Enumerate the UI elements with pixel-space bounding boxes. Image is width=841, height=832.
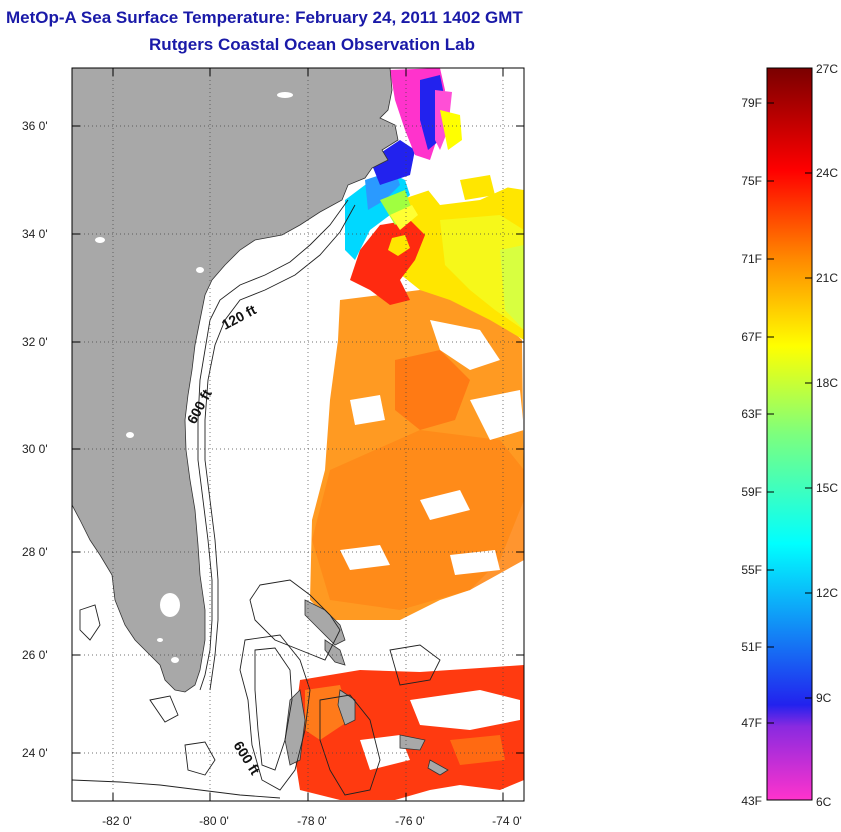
cb-label-21c: 21C bbox=[816, 271, 839, 285]
cb-label-6c: 6C bbox=[816, 795, 832, 809]
map-title: MetOp-A Sea Surface Temperature: Februar… bbox=[6, 8, 523, 27]
axis-ticks bbox=[72, 68, 524, 801]
map-frame bbox=[71, 67, 525, 802]
cb-label-47f: 47F bbox=[741, 716, 762, 730]
cb-label-79f: 79F bbox=[741, 96, 762, 110]
grid-lines bbox=[72, 68, 524, 801]
sst-swath bbox=[292, 68, 524, 800]
cb-label-63f: 63F bbox=[741, 407, 762, 421]
lat-label-36: 36 0' bbox=[22, 119, 48, 133]
land-mass bbox=[72, 68, 449, 776]
lakes bbox=[95, 92, 293, 663]
colorbar bbox=[766, 67, 813, 801]
cb-label-75f: 75F bbox=[741, 174, 762, 188]
bathymetry-contours bbox=[72, 199, 441, 799]
lon-label-76: -76 0' bbox=[395, 814, 425, 828]
lon-label-82: -82 0' bbox=[102, 814, 132, 828]
lon-label-78: -78 0' bbox=[297, 814, 327, 828]
map-subtitle: Rutgers Coastal Ocean Observation Lab bbox=[149, 35, 475, 54]
lat-label-26: 26 0' bbox=[22, 648, 48, 662]
cb-label-18c: 18C bbox=[816, 376, 839, 390]
cb-label-24c: 24C bbox=[816, 166, 839, 180]
lon-label-80: -80 0' bbox=[199, 814, 229, 828]
cb-label-15c: 15C bbox=[816, 481, 839, 495]
colorbar-ticks bbox=[767, 102, 812, 724]
lat-label-32: 32 0' bbox=[22, 335, 48, 349]
cb-label-9c: 9C bbox=[816, 691, 832, 705]
lat-label-34: 34 0' bbox=[22, 227, 48, 241]
cb-label-12c: 12C bbox=[816, 586, 839, 600]
lat-label-28: 28 0' bbox=[22, 545, 48, 559]
cb-label-51f: 51F bbox=[741, 640, 762, 654]
cb-label-43f: 43F bbox=[741, 794, 762, 808]
cb-label-59f: 59F bbox=[741, 485, 762, 499]
lon-label-74: -74 0' bbox=[492, 814, 522, 828]
cb-label-67f: 67F bbox=[741, 330, 762, 344]
lat-label-24: 24 0' bbox=[22, 746, 48, 760]
cb-label-55f: 55F bbox=[741, 563, 762, 577]
cb-label-71f: 71F bbox=[741, 252, 762, 266]
cb-label-27c: 27C bbox=[816, 62, 839, 76]
lat-label-30: 30 0' bbox=[22, 442, 48, 456]
